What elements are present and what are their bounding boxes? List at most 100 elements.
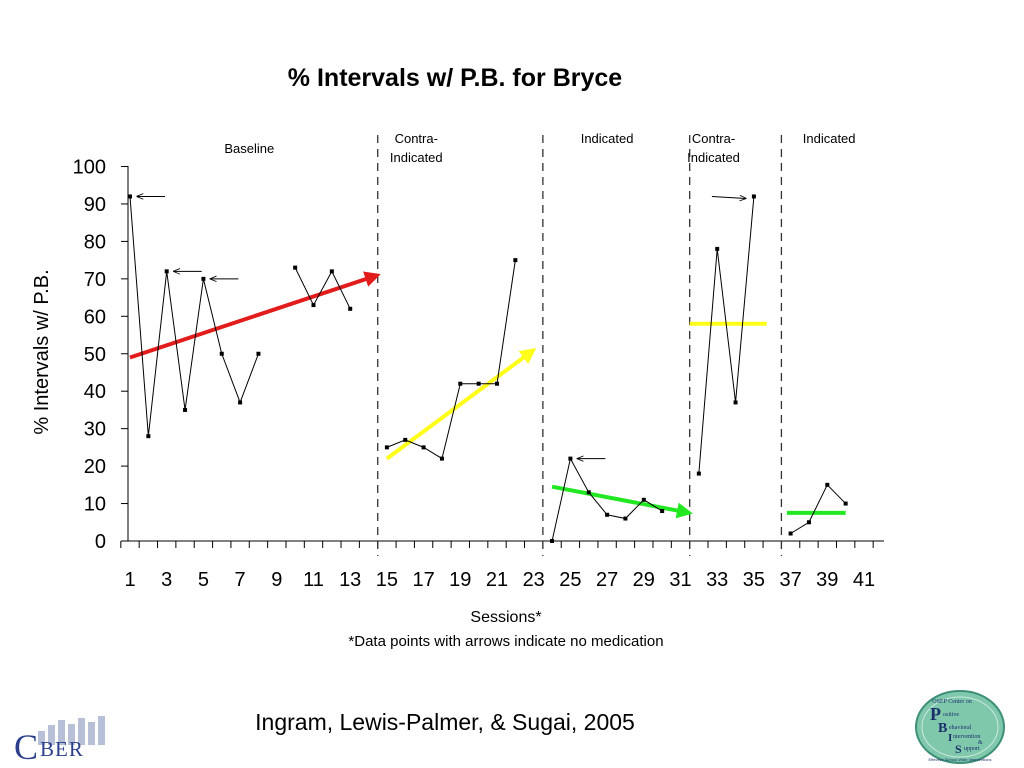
data-point [384, 445, 389, 450]
series-line [698, 196, 755, 474]
data-point [623, 516, 628, 521]
data-series [128, 194, 848, 543]
data-point [403, 437, 408, 442]
trend-line [385, 348, 537, 461]
y-tick-label: 30 [84, 419, 106, 441]
x-axis-label: Sessions* [470, 609, 541, 626]
x-tick-label: 19 [449, 569, 471, 591]
chart-footnote: *Data points with arrows indicate no med… [348, 633, 663, 650]
x-tick-label: 27 [596, 569, 618, 591]
svg-text:ositive: ositive [943, 712, 959, 718]
y-tick-label: 90 [84, 194, 106, 216]
data-point [146, 434, 151, 439]
y-ticks: 0 10 20 30 40 50 60 70 80 90 100 [73, 157, 128, 553]
data-point [806, 520, 811, 525]
trend-lines [129, 271, 846, 519]
x-tick-label: 29 [633, 569, 655, 591]
data-point [715, 246, 720, 251]
svg-text:BER: BER [40, 737, 84, 761]
pointer-arrow [711, 196, 746, 198]
series-line [790, 483, 847, 534]
phase-label: Contra-Indicated [687, 131, 740, 165]
data-point [219, 351, 224, 356]
x-ticks: 1 3 5 7 9 11 13 15 17 19 21 23 25 27 29 31 33 35 37 39 41 [120, 541, 875, 591]
svg-text:ntervention: ntervention [953, 734, 980, 740]
svg-text:upport: upport [964, 746, 980, 752]
x-tick-label: 31 [669, 569, 691, 591]
phase-labels: Baseline Contra-Indicated Indicated Contra-… [224, 131, 855, 165]
data-point [164, 269, 169, 274]
svg-text:I: I [948, 732, 952, 744]
data-point [421, 445, 426, 450]
citation: Ingram, Lewis-Palmer, & Sugai, 2005 [255, 709, 635, 735]
data-point [696, 471, 701, 476]
svg-text:&: & [978, 740, 983, 746]
data-point [201, 276, 206, 281]
x-tick-label: 21 [486, 569, 508, 591]
data-point [605, 512, 610, 517]
x-tick-label: 41 [853, 569, 875, 591]
data-point [256, 351, 261, 356]
data-point [843, 501, 848, 506]
data-point [311, 303, 316, 308]
x-tick-label: 9 [271, 569, 282, 591]
data-point [751, 194, 756, 199]
data-point [568, 456, 573, 461]
x-tick-label: 25 [559, 569, 581, 591]
y-tick-label: 100 [73, 157, 106, 179]
x-tick-label: 11 [303, 569, 324, 591]
series-line [129, 196, 259, 437]
y-tick-label: 10 [84, 494, 106, 516]
data-point [660, 509, 665, 514]
y-tick-label: 70 [84, 269, 106, 291]
svg-text:C: C [14, 727, 38, 767]
x-tick-label: 5 [198, 569, 209, 591]
x-tick-label: 17 [412, 569, 434, 591]
series-line [294, 267, 351, 310]
no-medication-pointers [137, 196, 746, 458]
x-tick-label: 39 [816, 569, 838, 591]
phase-label: Indicated [803, 131, 856, 146]
y-tick-label: 0 [95, 531, 106, 553]
y-axis-label: % Intervals w/ P.B. [31, 269, 53, 434]
x-tick-label: 37 [779, 569, 801, 591]
series-line [386, 260, 516, 460]
x-tick-label: 1 [124, 569, 135, 591]
data-point [183, 407, 188, 412]
phase-change-lines [377, 135, 783, 556]
svg-text:Effective School-Wide Interven: Effective School-Wide Interventions [928, 757, 991, 762]
y-tick-label: 80 [84, 231, 106, 253]
phase-label: Indicated [581, 131, 634, 146]
data-point [495, 381, 499, 386]
svg-text:B: B [938, 721, 947, 736]
svg-text:ehavioral: ehavioral [949, 725, 972, 731]
data-point [641, 497, 646, 502]
x-tick-label: 35 [743, 569, 765, 591]
data-point [788, 531, 793, 536]
svg-text:S: S [955, 742, 962, 756]
data-point [238, 400, 243, 405]
phase-label: Contra-Indicated [390, 131, 443, 165]
trend-line [129, 271, 381, 360]
chart-axes [127, 166, 884, 542]
data-point [476, 381, 481, 386]
y-tick-label: 20 [84, 456, 106, 478]
data-point [513, 258, 518, 263]
chart-title: % Intervals w/ P.B. for Bryce [288, 64, 622, 92]
data-point [733, 400, 738, 405]
x-tick-label: 23 [523, 569, 545, 591]
x-tick-label: 3 [161, 569, 172, 591]
data-point [439, 456, 444, 461]
data-point [348, 306, 353, 311]
x-tick-label: 13 [339, 569, 361, 591]
data-point [293, 265, 298, 270]
y-tick-label: 50 [84, 344, 106, 366]
data-point [550, 539, 555, 543]
trend-line [551, 484, 693, 519]
data-point [825, 482, 830, 487]
pbis-logo: OSEP Center on P ositive B ehavioral I n… [915, 690, 1005, 764]
x-tick-label: 33 [706, 569, 728, 591]
x-tick-label: 15 [376, 569, 398, 591]
y-tick-label: 60 [84, 306, 106, 328]
